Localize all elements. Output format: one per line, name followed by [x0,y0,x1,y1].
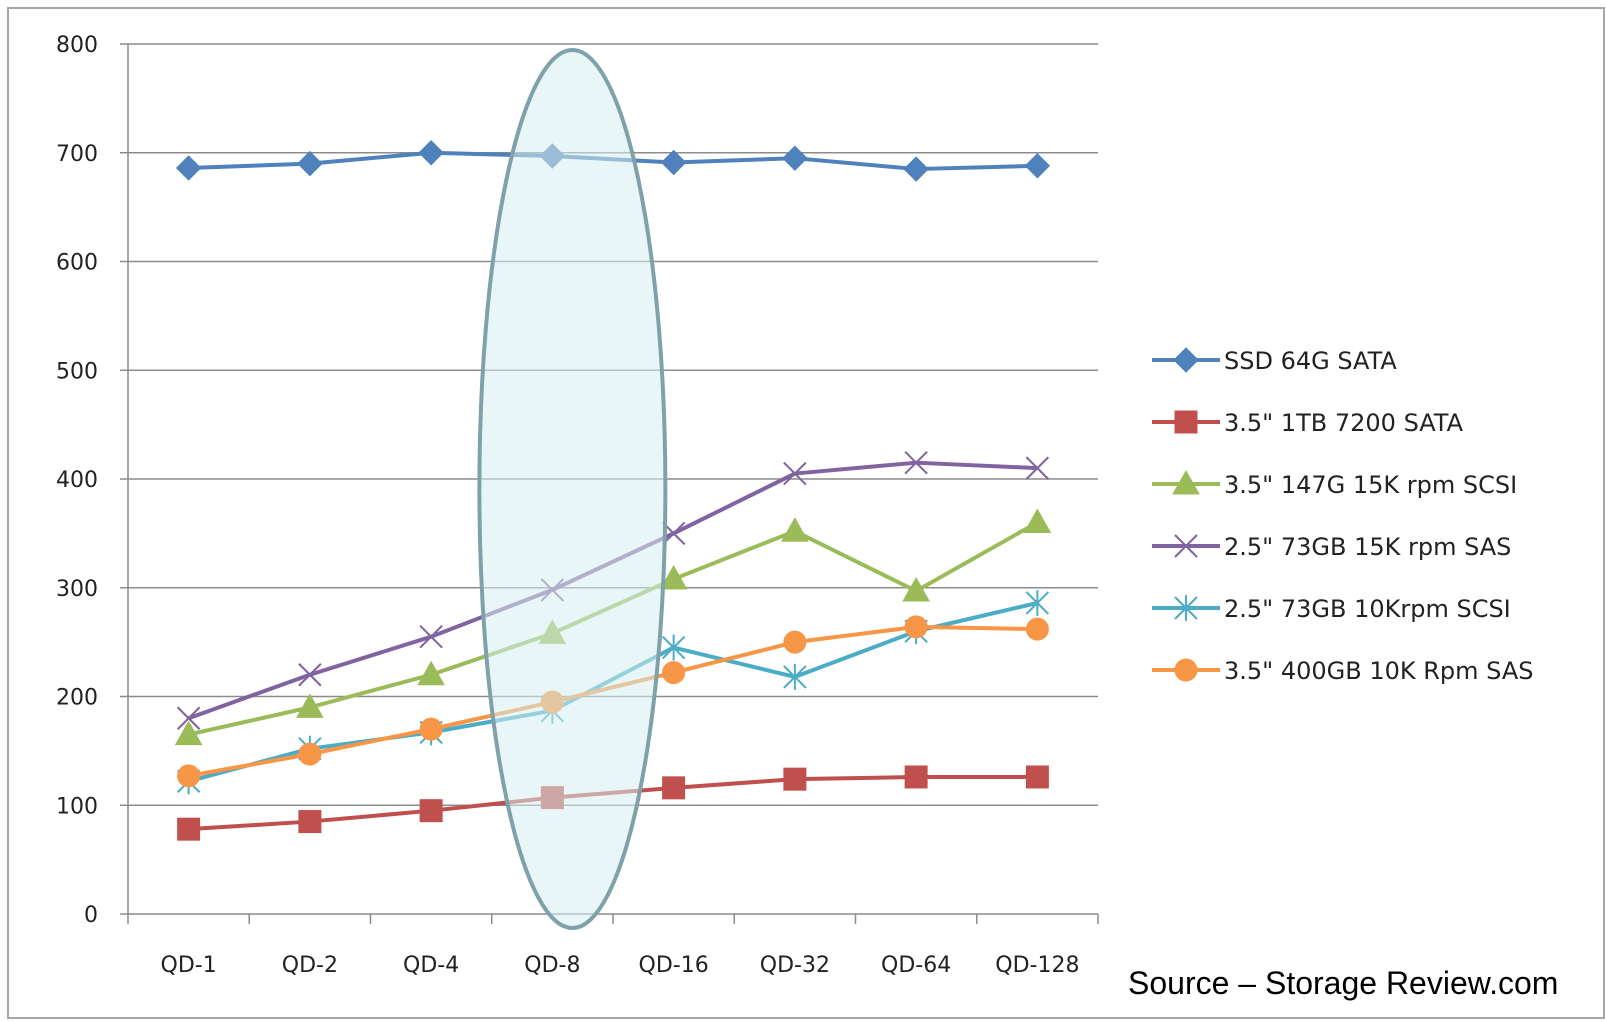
y-tick-label-300: 300 [56,577,98,602]
legend-item-ssd-64g-sata: SSD 64G SATA [1152,347,1397,375]
legend-label-2-5-73gb-15k-rpm-sas: 2.5" 73GB 15K rpm SAS [1224,533,1511,561]
y-tick-label-800: 800 [56,33,98,58]
y-tick-label-600: 600 [56,251,98,276]
x-tick-label-qd-8: QD-8 [524,953,580,978]
legend-label-3-5-400gb-10k-rpm-sas: 3.5" 400GB 10K Rpm SAS [1224,657,1534,685]
x-tick-label-qd-64: QD-64 [881,953,951,978]
legend-label-3-5-147g-15k-rpm-scsi: 3.5" 147G 15K rpm SCSI [1224,471,1517,499]
data-point-3-5-400gb-10k-rpm-sas-qd-64 [904,615,928,639]
legend-marker-3-5-1tb-7200-sata [1174,410,1198,434]
x-tick-label-qd-16: QD-16 [639,953,709,978]
y-tick-label-400: 400 [56,468,98,493]
source-note: Source – Storage Review.com [1128,965,1558,1001]
y-tick-label-700: 700 [56,142,98,167]
legend-marker-ssd-64g-sata [1173,347,1199,373]
y-tick-label-0: 0 [84,903,98,928]
data-point-2-5-73gb-10krpm-scsi-qd-32 [783,663,807,690]
legend-item-3-5-147g-15k-rpm-scsi: 3.5" 147G 15K rpm SCSI [1152,469,1517,499]
legend-label-ssd-64g-sata: SSD 64G SATA [1224,347,1397,375]
data-point-3-5-400gb-10k-rpm-sas-qd-2 [298,742,322,766]
legend-marker-3-5-147g-15k-rpm-scsi [1172,469,1200,495]
x-tick-label-qd-32: QD-32 [760,953,830,978]
legend-item-3-5-400gb-10k-rpm-sas: 3.5" 400GB 10K Rpm SAS [1152,657,1534,685]
x-tick-label-qd-1: QD-1 [161,953,217,978]
data-point-3-5-147g-15k-rpm-scsi-qd-128 [1023,508,1052,533]
data-point-2-5-73gb-10krpm-scsi-qd-16 [661,634,686,661]
data-point-2-5-73gb-15k-rpm-sas-qd-1 [176,706,201,730]
data-point-3-5-1tb-7200-sata-qd-16 [662,776,686,800]
data-point-2-5-73gb-15k-rpm-sas-qd-2 [298,663,322,687]
data-point-2-5-73gb-15k-rpm-sas-qd-4 [419,624,443,649]
x-tick-label-qd-2: QD-2 [282,953,338,978]
x-tick-label-qd-128: QD-128 [995,953,1079,978]
data-point-3-5-1tb-7200-sata-qd-2 [298,810,322,834]
data-point-ssd-64g-sata-qd-64 [903,156,929,182]
data-point-3-5-147g-15k-rpm-scsi-qd-1 [174,720,203,746]
data-point-2-5-73gb-15k-rpm-sas-qd-32 [783,461,807,486]
data-point-3-5-147g-15k-rpm-scsi-qd-2 [296,693,324,718]
chart-border [7,7,1605,1019]
data-point-3-5-1tb-7200-sata-qd-4 [419,799,443,823]
data-point-3-5-400gb-10k-rpm-sas-qd-1 [177,764,201,788]
legend-marker-3-5-400gb-10k-rpm-sas [1174,658,1198,682]
legend: SSD 64G SATA 3.5" 1TB 7200 SATA 3.5" 147G … [1152,347,1534,685]
data-point-3-5-1tb-7200-sata-qd-32 [783,767,807,791]
data-point-3-5-400gb-10k-rpm-sas-qd-16 [662,661,686,685]
data-point-ssd-64g-sata-qd-2 [297,150,323,177]
data-point-ssd-64g-sata-qd-32 [782,145,808,171]
data-point-3-5-1tb-7200-sata-qd-128 [1025,765,1049,789]
data-point-2-5-73gb-10krpm-scsi-qd-128 [1025,589,1050,616]
legend-item-3-5-1tb-7200-sata: 3.5" 1TB 7200 SATA [1152,409,1464,437]
data-point-ssd-64g-sata-qd-128 [1024,153,1051,179]
legend-label-3-5-1tb-7200-sata: 3.5" 1TB 7200 SATA [1224,409,1464,437]
data-point-3-5-147g-15k-rpm-scsi-qd-32 [781,517,809,542]
y-tick-label-200: 200 [56,686,98,711]
legend-marker-2-5-73gb-15k-rpm-sas [1174,534,1198,558]
data-point-3-5-400gb-10k-rpm-sas-qd-128 [1025,617,1049,641]
data-point-2-5-73gb-15k-rpm-sas-qd-128 [1025,456,1050,480]
data-point-3-5-1tb-7200-sata-qd-64 [904,765,928,789]
legend-item-2-5-73gb-15k-rpm-sas: 2.5" 73GB 15K rpm SAS [1152,533,1511,561]
x-axis: QD-1 QD-2 QD-4 QD-8 QD-16 QD-32 QD-64 QD-128 [127,913,1099,978]
y-axis-ticks: 0 100 200 300 400 500 600 700 800 [56,33,129,928]
y-tick-label-100: 100 [56,794,98,819]
data-point-ssd-64g-sata-qd-4 [418,140,444,166]
data-point-3-5-147g-15k-rpm-scsi-qd-64 [902,576,930,602]
legend-label-2-5-73gb-10krpm-scsi: 2.5" 73GB 10Krpm SCSI [1224,595,1511,623]
data-point-3-5-147g-15k-rpm-scsi-qd-4 [417,660,445,686]
data-point-ssd-64g-sata-qd-16 [660,149,687,176]
legend-item-2-5-73gb-10krpm-scsi: 2.5" 73GB 10Krpm SCSI [1152,595,1511,623]
x-tick-label-qd-4: QD-4 [403,953,459,978]
highlight-ellipse [477,48,668,930]
y-tick-label-500: 500 [56,359,98,384]
data-point-ssd-64g-sata-qd-1 [175,155,202,181]
data-point-3-5-1tb-7200-sata-qd-1 [177,817,201,841]
legend-marker-2-5-73gb-10krpm-scsi [1174,595,1198,621]
data-point-2-5-73gb-15k-rpm-sas-qd-64 [904,450,928,475]
data-point-3-5-147g-15k-rpm-scsi-qd-16 [659,565,688,590]
data-point-3-5-400gb-10k-rpm-sas-qd-4 [419,717,443,741]
data-point-3-5-400gb-10k-rpm-sas-qd-32 [783,630,807,654]
